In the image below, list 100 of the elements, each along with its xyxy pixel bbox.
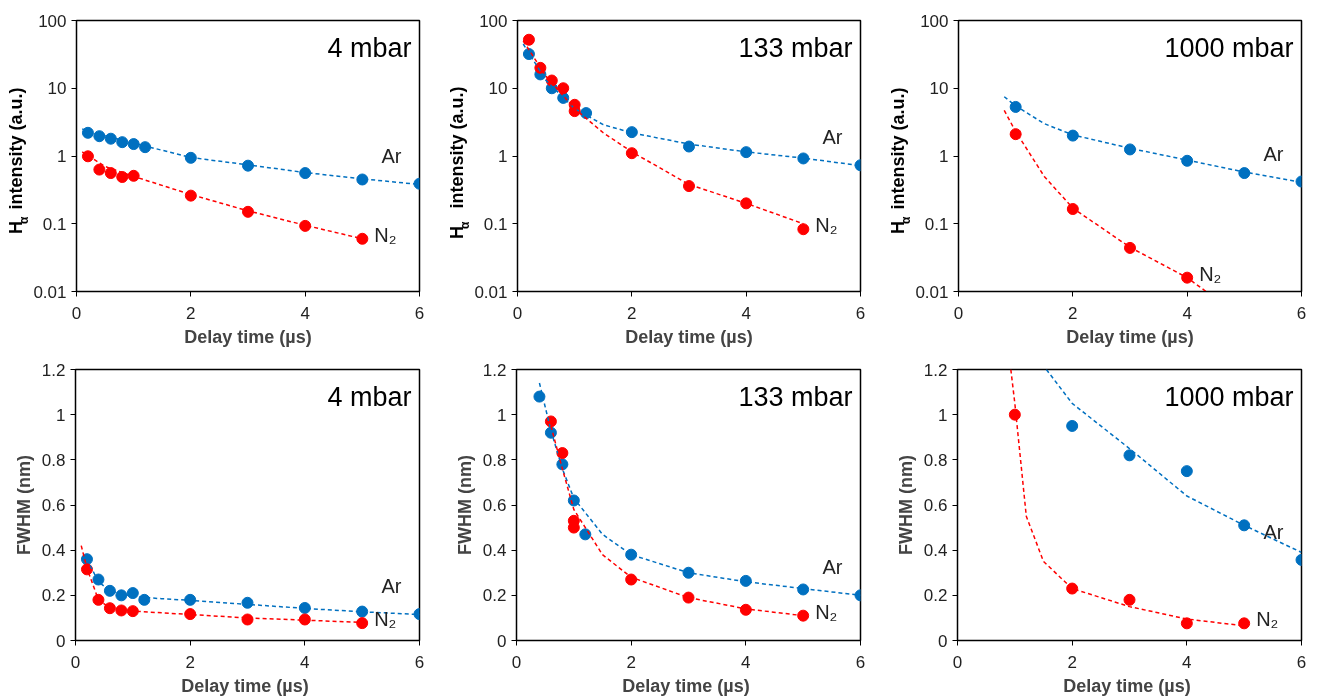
series-label: Ar	[1263, 520, 1284, 543]
series-label: Ar	[381, 575, 402, 598]
x-tick-label: 6	[1296, 652, 1307, 672]
x-tick-label: 6	[414, 652, 425, 672]
y-tick-label: 1	[939, 147, 949, 166]
y-tick-label: 0.01	[915, 282, 949, 302]
point	[356, 173, 369, 186]
x-axis-title: Delay time (µs)	[1063, 675, 1191, 696]
point	[533, 390, 546, 403]
series-label: Ar	[822, 126, 843, 149]
x-tick-label: 6	[414, 303, 425, 323]
point	[127, 138, 140, 151]
point	[1009, 100, 1022, 113]
point	[298, 613, 311, 626]
series-label: Ar	[1263, 142, 1284, 165]
series-label: N₂	[815, 214, 838, 237]
point	[103, 584, 116, 597]
point	[298, 601, 311, 614]
point	[1238, 167, 1251, 180]
x-tick-label: 0	[953, 303, 964, 323]
x-tick-label: 0	[71, 303, 82, 323]
point	[93, 130, 106, 143]
y-axis-title: Hα intensity (a.u.)	[888, 87, 913, 234]
point	[625, 573, 638, 586]
series-label: Ar	[381, 144, 402, 167]
x-tick-label: 4	[741, 303, 751, 323]
point	[579, 528, 592, 541]
point	[556, 447, 569, 460]
x-tick-label: 6	[855, 303, 866, 323]
y-tick-label: 10	[47, 79, 67, 99]
x-tick-label: 0	[952, 652, 963, 672]
point	[739, 603, 752, 616]
point	[625, 126, 638, 139]
point	[104, 132, 117, 145]
y-tick-label: 0.6	[41, 496, 66, 515]
point	[81, 150, 94, 163]
point	[92, 593, 105, 606]
point	[1008, 408, 1021, 421]
point	[126, 587, 139, 600]
point	[557, 82, 570, 95]
x-axis-title: Delay time (µs)	[622, 675, 750, 696]
x-tick-label: 6	[1296, 303, 1307, 323]
point	[682, 566, 695, 579]
series-label: N₂	[815, 600, 838, 623]
point	[299, 167, 312, 180]
x-tick-label: 2	[186, 303, 196, 323]
y-tick-label: 0.8	[923, 450, 948, 470]
y-tick-label: 0	[938, 631, 948, 651]
x-tick-label: 0	[512, 303, 523, 323]
point	[127, 169, 140, 182]
point	[115, 589, 128, 602]
y-tick-label: 1	[497, 405, 507, 425]
y-tick-label: 0.8	[41, 450, 66, 470]
x-tick-label: 6	[855, 652, 866, 672]
point	[1180, 617, 1193, 630]
x-tick-label: 0	[70, 652, 81, 672]
y-tick-label: 1.2	[41, 360, 66, 380]
y-tick-label: 1	[57, 147, 67, 166]
point	[184, 189, 197, 202]
series-label: N₂	[1256, 608, 1279, 631]
y-tick-label: 0.2	[41, 586, 66, 606]
y-tick-label: 1	[498, 147, 508, 166]
x-tick-label: 2	[1067, 652, 1077, 672]
point	[93, 163, 106, 176]
x-tick-label: 4	[1182, 652, 1192, 672]
point	[356, 617, 369, 630]
point	[184, 593, 197, 606]
y-tick-label: 0.01	[474, 282, 508, 302]
y-tick-label: 0.4	[482, 541, 507, 561]
text: 133 mbar	[738, 381, 853, 412]
y-tick-label: 0.2	[923, 586, 948, 606]
series-label: N₂	[1199, 262, 1222, 285]
y-axis-title: Hα intensity (a.u.)	[6, 87, 31, 234]
point	[242, 159, 254, 172]
point	[1066, 203, 1079, 215]
point	[797, 609, 810, 622]
y-tick-label: 100	[38, 11, 67, 31]
point	[1009, 128, 1022, 141]
x-tick-label: 2	[627, 303, 637, 323]
point	[116, 171, 129, 183]
point	[1124, 143, 1136, 156]
point	[81, 126, 94, 139]
point	[625, 548, 638, 561]
point	[92, 573, 105, 586]
chart-title: 4 mbar	[327, 32, 412, 63]
text: 4 mbar	[327, 381, 412, 412]
y-tick-label: 0.4	[923, 541, 948, 561]
y-axis-title: FWHM (nm)	[454, 455, 475, 555]
y-tick-label: 10	[488, 79, 508, 99]
point	[797, 223, 810, 236]
point	[683, 180, 695, 193]
point	[1066, 419, 1079, 432]
point	[356, 232, 369, 245]
y-axis-title: FWHM (nm)	[13, 455, 34, 555]
series-label: N₂	[374, 223, 397, 246]
y-tick-label: 100	[479, 11, 508, 31]
x-tick-label: 0	[511, 652, 522, 672]
y-tick-label: 0.6	[482, 496, 507, 515]
point	[299, 219, 312, 232]
y-tick-label: 0	[497, 631, 507, 651]
